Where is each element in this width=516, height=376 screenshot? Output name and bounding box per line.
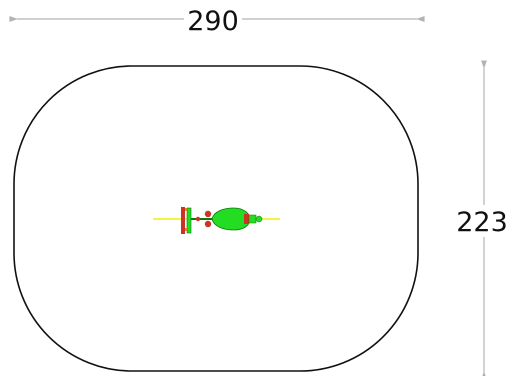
top-view-device-icon [153,207,280,234]
front-lobe-bottom [204,220,212,228]
height-dimension: 223 [452,60,512,376]
tail-knob [255,215,263,223]
height-dimension-label: 223 [456,207,508,238]
width-label-background [184,4,242,34]
left-bracket-tab-top [185,208,187,211]
left-bracket-tab-bottom [185,228,187,231]
neck-joint [195,216,201,222]
rear-fitting-red [244,214,249,224]
left-bracket-outer [181,207,185,234]
height-label-background [452,205,512,237]
left-bracket-inner [186,207,192,234]
boundary-outline [13,65,419,372]
width-dimension-label: 290 [187,6,239,37]
rear-fitting-green [248,214,257,224]
front-lobe-top [204,210,212,218]
width-dimension: 290 [9,4,425,37]
